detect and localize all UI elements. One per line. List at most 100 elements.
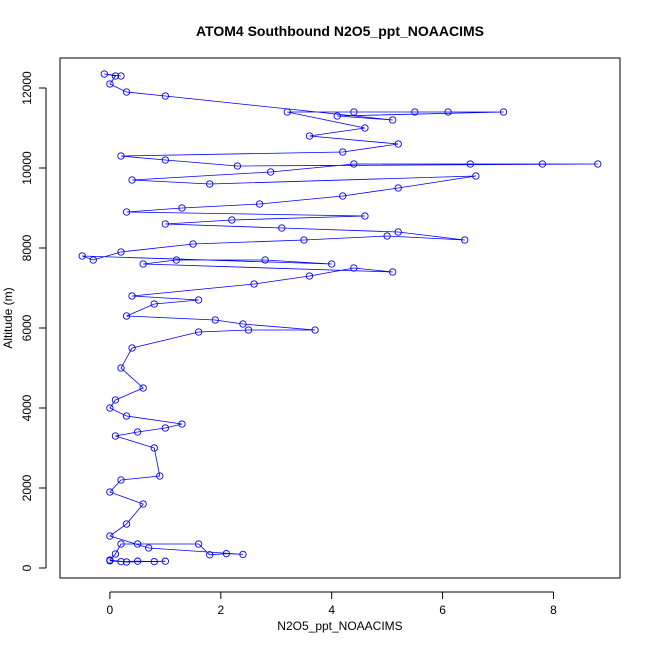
data-point [161, 557, 169, 565]
data-point [222, 549, 230, 558]
x-tick-label: 0 [107, 603, 114, 617]
data-point [361, 212, 369, 220]
data-point [300, 236, 308, 244]
y-tick-label: 10000 [20, 151, 34, 185]
data-point [106, 80, 114, 88]
data-point [128, 344, 136, 352]
data-point [178, 420, 186, 428]
y-tick-label: 6000 [20, 314, 34, 341]
data-point [189, 240, 197, 248]
data-point [194, 296, 203, 304]
data-point [133, 540, 142, 548]
data-point [122, 520, 131, 528]
data-point [283, 108, 291, 116]
data-point [305, 272, 314, 280]
data-point [106, 556, 114, 564]
y-axis: 0 2000 4000 6000 8000 10000 12000 [20, 71, 47, 571]
data-point [228, 216, 236, 224]
data-point [267, 168, 275, 176]
data-point [117, 364, 125, 372]
data-point [139, 500, 147, 508]
data-point [261, 256, 269, 264]
data-point [444, 108, 452, 116]
data-point [172, 256, 181, 264]
data-point [122, 558, 131, 566]
data-point [122, 312, 131, 320]
data-point [194, 328, 203, 336]
data-point [350, 160, 358, 168]
x-tick-label: 4 [328, 603, 335, 617]
data-point [117, 540, 125, 548]
data-point [128, 292, 136, 300]
data-point [244, 326, 253, 334]
data-point [499, 108, 508, 116]
y-tick-label: 12000 [20, 71, 34, 105]
data-point [394, 228, 402, 236]
data-point [106, 488, 114, 496]
data-point [472, 172, 480, 180]
data-point [150, 557, 158, 566]
data-point [111, 550, 120, 558]
data-point [106, 404, 114, 412]
x-axis-label: N2O5_ppt_NOAACIMS [277, 619, 402, 633]
data-point [89, 256, 97, 264]
series-line [82, 73, 598, 563]
data-point [161, 220, 169, 228]
data-point [111, 432, 120, 440]
data-point [145, 544, 153, 552]
x-tick-label: 8 [550, 603, 557, 617]
data-point [305, 132, 314, 140]
data-point [250, 280, 258, 288]
data-point [239, 550, 247, 559]
data-point [122, 88, 131, 96]
data-point [339, 192, 347, 200]
data-point [117, 476, 125, 484]
data-point [122, 412, 131, 420]
data-point [538, 160, 547, 168]
data-point [278, 224, 286, 232]
data-point [117, 557, 125, 566]
data-point [111, 396, 120, 404]
data-point [394, 184, 402, 192]
data-point [156, 472, 164, 480]
data-point [211, 316, 219, 324]
y-axis-label: Altitude (m) [1, 287, 15, 348]
data-point [239, 320, 247, 328]
data-point [139, 384, 147, 392]
data-point [178, 204, 186, 212]
data-point [122, 208, 131, 216]
data-point [194, 540, 203, 548]
data-point [206, 180, 214, 188]
x-tick-label: 2 [217, 603, 224, 617]
plot-frame [59, 57, 621, 579]
data-point [394, 140, 402, 148]
data-point [389, 116, 397, 124]
data-point [328, 260, 336, 268]
chart-title: ATOM4 Southbound N2O5_ppt_NOAACIMS [196, 23, 484, 39]
data-point [161, 424, 169, 432]
data-point [117, 248, 125, 256]
data-point [233, 162, 242, 170]
data-point [411, 108, 419, 116]
data-point [133, 557, 142, 565]
data-point [594, 160, 602, 168]
data-point [161, 92, 169, 100]
y-tick-label: 0 [20, 564, 34, 571]
data-point [100, 70, 109, 78]
data-point [117, 72, 125, 80]
data-point [128, 176, 136, 184]
data-point [150, 444, 158, 452]
data-point [333, 112, 341, 120]
data-point [361, 124, 369, 132]
data-point [350, 108, 358, 116]
data-point [139, 260, 147, 268]
data-point [350, 264, 358, 272]
data-point [111, 72, 120, 80]
data-point [389, 268, 397, 276]
y-tick-label: 8000 [20, 234, 34, 261]
y-tick-label: 2000 [20, 474, 34, 501]
data-point [78, 252, 86, 260]
data-point [383, 232, 391, 240]
data-point [133, 428, 142, 436]
data-point [117, 152, 125, 160]
